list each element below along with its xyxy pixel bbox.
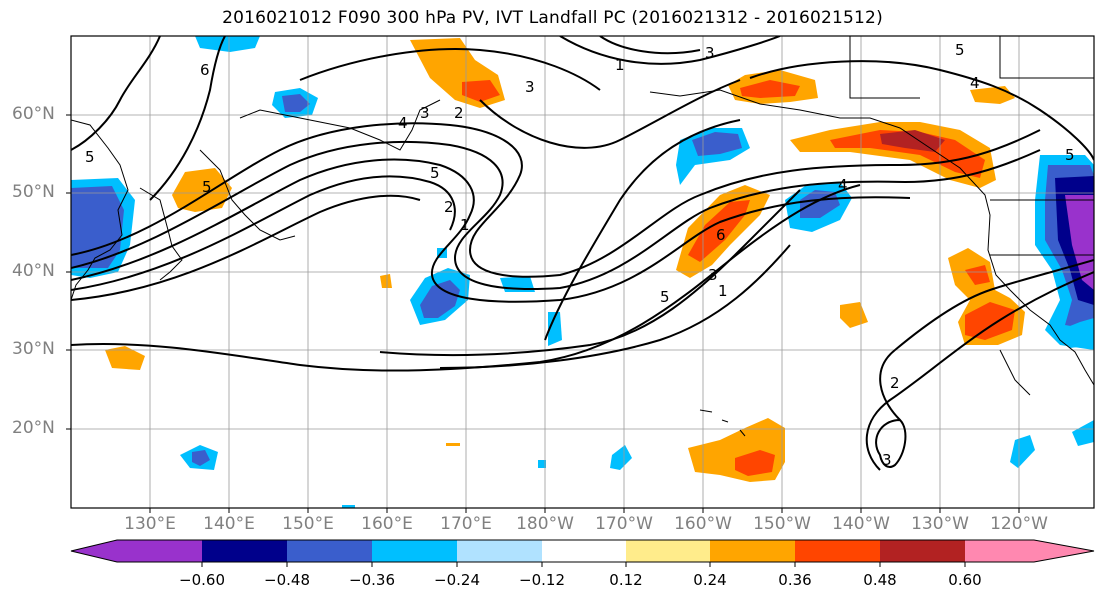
contour-label: 3: [882, 451, 892, 469]
coastlines: [71, 36, 1094, 437]
colorbar-tick-label: 0.24: [693, 571, 727, 589]
contour-label: 3: [705, 44, 715, 62]
lon-label: 140°W: [832, 514, 890, 534]
contour-label: 6: [716, 226, 726, 244]
lon-label: 130°E: [124, 514, 176, 534]
colorbar-tick-label: −0.48: [264, 571, 310, 589]
contour-label-group: 6 5 5 4 3 2 1 5 3 2 1 6 5 3 1 4 4 5 2 3 …: [85, 41, 1075, 469]
lat-label: 30°N: [12, 339, 55, 359]
contour-label: 3: [420, 104, 430, 122]
colorbar-segment: [117, 540, 202, 562]
lon-label: 150°W: [753, 514, 811, 534]
contour-label: 4: [970, 74, 980, 92]
lon-label: 160°E: [361, 514, 413, 534]
colorbar: [70, 539, 1095, 567]
lon-label: 150°E: [282, 514, 334, 534]
shaded-anomalies: [71, 36, 1094, 508]
contour-label: 3: [708, 266, 718, 284]
colorbar-tick-label: −0.12: [519, 571, 565, 589]
contour-label: 5: [85, 148, 95, 166]
contour-label: 1: [460, 216, 470, 234]
colorbar-segment: [542, 540, 626, 562]
colorbar-segment: [372, 540, 457, 562]
contour-label: 5: [955, 41, 965, 59]
contour-label: 1: [615, 56, 625, 74]
colorbar-segment: [202, 540, 287, 562]
colorbar-segment: [880, 540, 965, 562]
contour-label: 5: [1065, 146, 1075, 164]
colorbar-tick-label: −0.36: [349, 571, 395, 589]
lat-label: 40°N: [12, 261, 55, 281]
contour-label: 5: [202, 178, 212, 196]
lon-label: 160°W: [674, 514, 732, 534]
axis-ticks: [66, 114, 1020, 513]
lat-label: 60°N: [12, 104, 55, 124]
colorbar-segment: [626, 540, 710, 562]
colorbar-segment: [710, 540, 795, 562]
colorbar-segment: [965, 540, 1034, 562]
lon-label: 170°E: [440, 514, 492, 534]
contour-label: 1: [718, 282, 728, 300]
contour-label: 5: [430, 164, 440, 182]
lon-label: 170°W: [595, 514, 653, 534]
colorbar-segment: [795, 540, 880, 562]
colorbar-tick-label: −0.60: [179, 571, 225, 589]
contour-label: 5: [660, 288, 670, 306]
lon-label: 180°W: [516, 514, 574, 534]
colorbar-tick-label: 0.48: [863, 571, 897, 589]
contour-label: 2: [890, 374, 900, 392]
colorbar-segment: [1034, 540, 1094, 562]
colorbar-segment: [287, 540, 372, 562]
lat-label: 50°N: [12, 182, 55, 202]
lon-label: 120°W: [990, 514, 1048, 534]
contour-label: 3: [525, 78, 535, 96]
colorbar-segment: [71, 540, 117, 562]
contour-lines: [71, 36, 1094, 471]
colorbar-tick-label: −0.24: [434, 571, 480, 589]
contour-label: 2: [454, 104, 464, 122]
colorbar-tick-label: 0.12: [609, 571, 643, 589]
gridlines: [71, 36, 1094, 508]
map-title: 2016021012 F090 300 hPa PV, IVT Landfall…: [222, 8, 883, 28]
lon-label: 130°W: [911, 514, 969, 534]
colorbar-tick-label: 0.36: [778, 571, 812, 589]
contour-label: 4: [398, 114, 408, 132]
colorbar-tick-label: 0.60: [948, 571, 982, 589]
contour-label: 4: [838, 176, 848, 194]
lon-label: 140°E: [203, 514, 255, 534]
colorbar-segment: [457, 540, 542, 562]
contour-label: 6: [200, 61, 210, 79]
contour-label: 2: [444, 198, 454, 216]
lat-label: 20°N: [12, 418, 55, 438]
